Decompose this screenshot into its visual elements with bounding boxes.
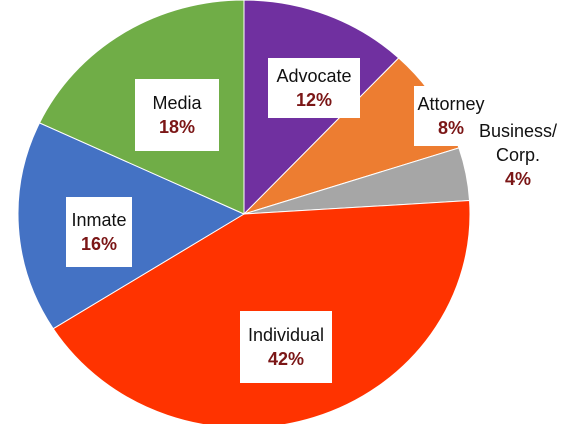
slice-label-media: Media 18% — [135, 79, 219, 151]
slice-name: Inmate — [71, 210, 126, 230]
slice-percent: 12% — [296, 90, 332, 110]
label-box — [135, 79, 219, 151]
slice-label-business-corp: Business/Corp. 4% — [479, 121, 557, 189]
label-box — [268, 58, 360, 118]
label-box — [66, 197, 132, 267]
slice-percent: 8% — [438, 118, 464, 138]
slice-name: Attorney — [417, 94, 484, 114]
slice-percent: 4% — [505, 169, 531, 189]
slice-label-attorney: Attorney 8% — [414, 86, 488, 146]
label-box — [240, 311, 332, 383]
slice-percent: 16% — [81, 234, 117, 254]
slice-percent: 42% — [268, 349, 304, 369]
slice-name: Advocate — [276, 66, 351, 86]
slice-name: Business/ — [479, 121, 557, 141]
slice-name: Corp. — [496, 145, 540, 165]
slice-label-inmate: Inmate 16% — [66, 197, 132, 267]
slice-label-advocate: Advocate 12% — [268, 58, 360, 118]
slice-name: Individual — [248, 325, 324, 345]
slice-name: Media — [152, 93, 202, 113]
pie-labels: Advocate 12% Attorney 8% Business/Corp. 4% Ind… — [66, 58, 557, 383]
label-box — [414, 86, 488, 146]
slice-label-individual: Individual 42% — [240, 311, 332, 383]
slice-percent: 18% — [159, 117, 195, 137]
